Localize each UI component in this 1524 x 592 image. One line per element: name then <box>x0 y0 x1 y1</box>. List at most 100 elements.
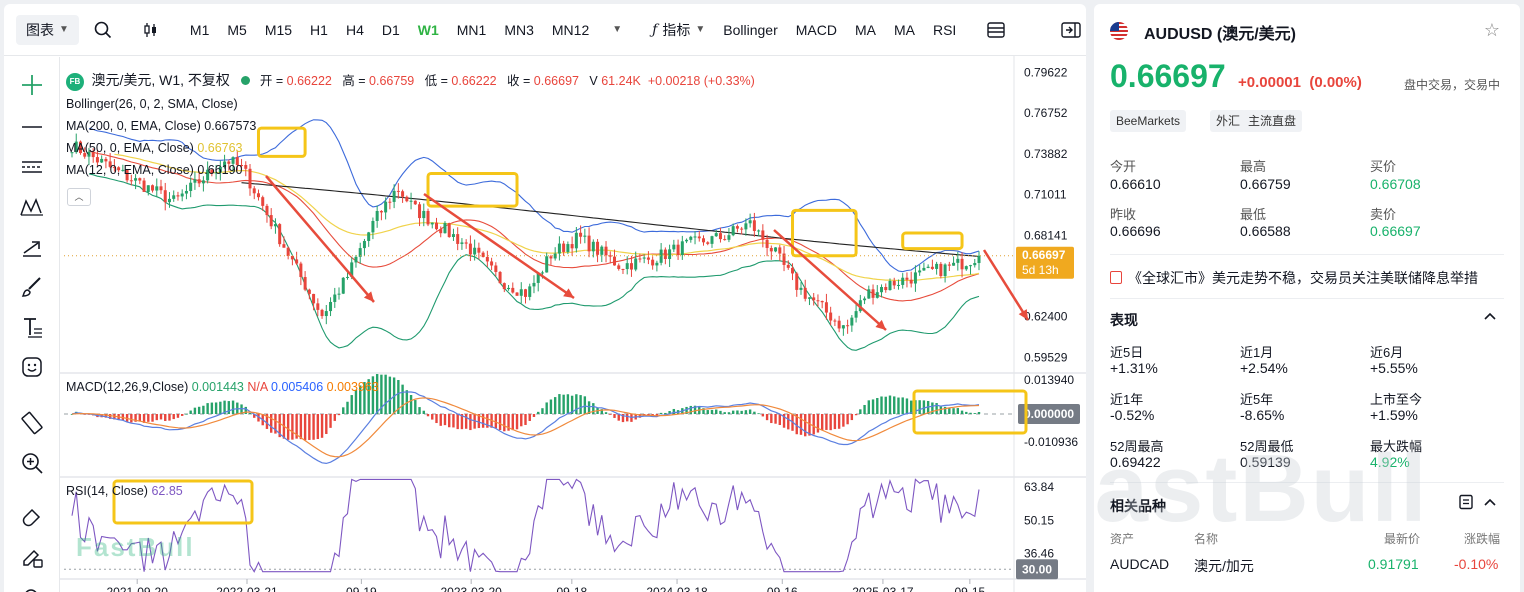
candle-style-button[interactable] <box>133 14 169 46</box>
channel-tool[interactable] <box>18 153 46 181</box>
layout-button[interactable] <box>977 14 1015 46</box>
candle <box>134 178 138 181</box>
brush-tool[interactable] <box>18 273 46 301</box>
candle <box>456 234 460 244</box>
timeframe-mn1[interactable]: MN1 <box>456 21 487 38</box>
tag-major[interactable]: 主流直盘 <box>1242 110 1303 132</box>
macd-histogram-bar <box>537 411 540 414</box>
tag-category[interactable]: 外汇 <box>1210 110 1247 132</box>
favorite-button[interactable]: ☆ <box>1484 20 1500 41</box>
line-tool[interactable] <box>18 113 46 141</box>
candle <box>918 270 922 273</box>
ma200-legend[interactable]: MA(200, 0, EMA, Close) 0.667573 <box>66 119 256 133</box>
ma200-label: MA(200, 0, EMA, Close) <box>66 119 201 133</box>
ma200-value: 0.667573 <box>204 119 257 133</box>
search-button[interactable] <box>85 14 121 46</box>
related-list-button[interactable] <box>1458 494 1474 515</box>
stat-label: 买价 <box>1370 159 1397 174</box>
candle <box>358 248 362 257</box>
symbol-info-panel: AUDUSD (澳元/美元) ☆ 0.66697 +0.00001 (0.00%… <box>1094 4 1520 592</box>
tag-broker[interactable]: BeeMarkets <box>1110 110 1187 132</box>
ma12-legend[interactable]: MA(12, 0, EMA, Close) 0.66190 <box>66 163 243 177</box>
macd-histogram-bar <box>498 414 502 430</box>
candle <box>261 197 265 206</box>
emoji-tool[interactable] <box>18 353 46 381</box>
candle <box>646 257 650 260</box>
macd-histogram-bar <box>507 414 510 431</box>
indicators-button[interactable]: ƒ 指标 ▼ <box>643 14 714 46</box>
macd-histogram-bar <box>130 414 133 423</box>
text-tool[interactable] <box>18 313 46 341</box>
macd-histogram-bar <box>888 395 892 414</box>
macd-histogram-bar <box>202 405 205 414</box>
chart-type-dropdown[interactable]: 图表 ▼ <box>16 14 79 45</box>
timeframe-d1[interactable]: D1 <box>381 21 400 38</box>
pencil-lock-icon <box>23 549 43 568</box>
ruler-tool[interactable] <box>18 409 46 437</box>
timeframe-more-button[interactable]: ▼ <box>598 14 631 46</box>
collapse-performance-button[interactable] <box>1482 308 1498 329</box>
zoom-tool[interactable] <box>18 449 46 477</box>
collapse-legend-button[interactable]: ︿ <box>67 188 91 206</box>
projection-tool[interactable] <box>18 233 46 261</box>
candle <box>943 264 947 277</box>
macd-histogram-bar <box>503 414 506 432</box>
timeframe-mn3[interactable]: MN3 <box>504 21 534 38</box>
macd-histogram-bar <box>401 384 404 414</box>
candle <box>600 246 604 255</box>
rsi-legend[interactable]: RSI(14, Close) 62.85 <box>66 484 183 498</box>
candle <box>159 186 163 191</box>
timeframe-m1[interactable]: M1 <box>189 21 210 38</box>
macd-histogram-bar <box>155 414 158 421</box>
timeframe-m15[interactable]: M15 <box>264 21 293 38</box>
lock-drawings-tool[interactable] <box>18 543 46 571</box>
magnet-tool[interactable] <box>18 503 46 531</box>
candle <box>642 257 646 259</box>
indicator-rsi-button[interactable]: RSI <box>932 21 957 38</box>
timeframe-mn12[interactable]: MN12 <box>551 21 590 38</box>
candle <box>752 220 756 231</box>
indicator-shortcuts: Bollinger MACD MA MA RSI <box>714 14 965 46</box>
more-tools[interactable] <box>18 583 46 592</box>
timeframe-w1[interactable]: W1 <box>417 21 439 38</box>
ma50-legend[interactable]: MA(50, 0, EMA, Close) 0.66763 <box>66 141 243 155</box>
price-chart[interactable]: 0.79622 0.76752 0.73882 0.71011 0.68141 0.624… <box>4 4 1086 592</box>
collapse-panel-button[interactable] <box>1051 14 1086 46</box>
crosshair-tool[interactable] <box>18 71 46 99</box>
timeframe-h4[interactable]: H4 <box>345 21 364 38</box>
macd-histogram-bar <box>638 414 642 418</box>
candle <box>901 277 905 285</box>
candle <box>850 317 854 326</box>
macd-legend[interactable]: MACD(12,26,9,Close) 0.001443 N/A 0.00540… <box>66 380 379 394</box>
indicator-bollinger-button[interactable]: Bollinger <box>723 21 778 38</box>
candle <box>371 220 375 233</box>
candle <box>909 279 913 284</box>
news-headline[interactable]: 《全球汇市》美元走势不稳，交易员关注美联储降息举措 <box>1110 268 1478 288</box>
chevron-up-icon: ︿ <box>74 192 84 202</box>
pattern-tool[interactable] <box>18 193 46 221</box>
timeframe-m5[interactable]: M5 <box>227 21 247 38</box>
indicator-ma-button[interactable]: MA <box>854 21 876 38</box>
macd-histogram-bar <box>448 414 451 428</box>
divider <box>1110 298 1504 299</box>
macd-histogram-bar <box>439 414 442 426</box>
open-label: 开 = <box>259 74 284 88</box>
macd-value-1: 0.001443 <box>191 380 244 394</box>
bollinger-legend[interactable]: Bollinger(26, 0, 2, SMA, Close) <box>66 97 238 111</box>
timeframe-group: M1 M5 M15 H1 H4 D1 W1 MN1 MN3 MN12 <box>181 14 598 46</box>
macd-histogram-bar <box>185 413 188 415</box>
perf-value: -8.65% <box>1240 407 1285 423</box>
macd-histogram-bar <box>426 414 430 417</box>
trend-arrow-icon <box>23 241 41 257</box>
indicator-macd-button[interactable]: MACD <box>795 21 837 38</box>
candle <box>490 261 494 266</box>
related-header-asset: 资产 <box>1110 532 1135 546</box>
fastbull-badge: FB <box>66 72 84 91</box>
candle <box>151 185 155 191</box>
candle <box>930 266 934 269</box>
collapse-related-button[interactable] <box>1482 494 1498 515</box>
candle <box>447 223 451 238</box>
candle <box>218 166 222 173</box>
timeframe-h1[interactable]: H1 <box>310 21 328 38</box>
indicator-ma-button[interactable]: MA <box>893 21 915 38</box>
